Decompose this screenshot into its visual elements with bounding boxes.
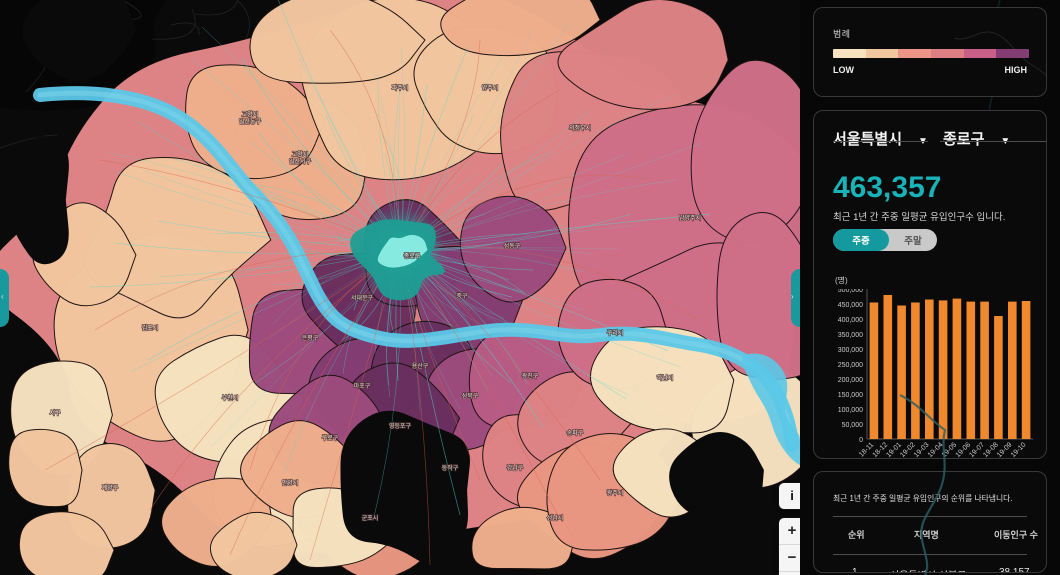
svg-text:구리시: 구리시 bbox=[607, 329, 624, 337]
svg-text:200,000: 200,000 bbox=[838, 377, 863, 384]
svg-text:영등포구: 영등포구 bbox=[389, 422, 412, 430]
svg-text:300,000: 300,000 bbox=[838, 347, 863, 354]
svg-text:구로구: 구로구 bbox=[322, 435, 339, 442]
svg-text:서대문구: 서대문구 bbox=[351, 294, 374, 302]
svg-text:고양시: 고양시 bbox=[242, 111, 259, 119]
svg-text:100,000: 100,000 bbox=[838, 407, 863, 414]
svg-text:중구: 중구 bbox=[456, 293, 468, 300]
svg-text:파주시: 파주시 bbox=[392, 84, 409, 92]
svg-text:일산서구: 일산서구 bbox=[289, 158, 312, 166]
svg-text:성남시: 성남시 bbox=[547, 514, 564, 522]
svg-text:용산구: 용산구 bbox=[412, 362, 429, 370]
svg-text:고양시: 고양시 bbox=[292, 151, 309, 159]
svg-text:서구: 서구 bbox=[49, 409, 61, 417]
svg-text:동작구: 동작구 bbox=[442, 465, 459, 472]
svg-text:계양구: 계양구 bbox=[102, 484, 119, 492]
svg-text:양주시: 양주시 bbox=[482, 84, 499, 92]
svg-text:은평구: 은평구 bbox=[302, 334, 319, 342]
svg-text:광주시: 광주시 bbox=[607, 490, 624, 497]
svg-text:450,000: 450,000 bbox=[838, 302, 863, 309]
svg-text:송파구: 송파구 bbox=[567, 429, 584, 437]
svg-text:종로구: 종로구 bbox=[404, 253, 421, 260]
svg-text:부천시: 부천시 bbox=[222, 394, 239, 402]
svg-text:일산동구: 일산동구 bbox=[239, 118, 262, 126]
svg-text:0: 0 bbox=[859, 437, 863, 444]
svg-text:19-10: 19-10 bbox=[1010, 441, 1028, 459]
svg-text:350,000: 350,000 bbox=[838, 332, 863, 339]
svg-text:하남시: 하남시 bbox=[657, 374, 674, 382]
svg-text:군포시: 군포시 bbox=[362, 515, 379, 522]
svg-text:400,000: 400,000 bbox=[838, 317, 863, 324]
svg-text:500,000: 500,000 bbox=[838, 289, 863, 294]
svg-text:성동구: 성동구 bbox=[504, 242, 521, 250]
svg-text:마포구: 마포구 bbox=[354, 382, 371, 390]
svg-text:안양시: 안양시 bbox=[282, 479, 299, 487]
svg-text:50,000: 50,000 bbox=[842, 422, 864, 429]
svg-text:의정부시: 의정부시 bbox=[569, 124, 591, 132]
svg-text:김포시: 김포시 bbox=[142, 325, 159, 332]
svg-text:250,000: 250,000 bbox=[838, 362, 863, 369]
svg-text:성북구: 성북구 bbox=[462, 392, 479, 400]
svg-text:남양주시: 남양주시 bbox=[679, 214, 701, 222]
svg-text:강남구: 강남구 bbox=[507, 464, 524, 472]
svg-text:150,000: 150,000 bbox=[838, 392, 863, 399]
svg-text:광진구: 광진구 bbox=[522, 372, 539, 380]
